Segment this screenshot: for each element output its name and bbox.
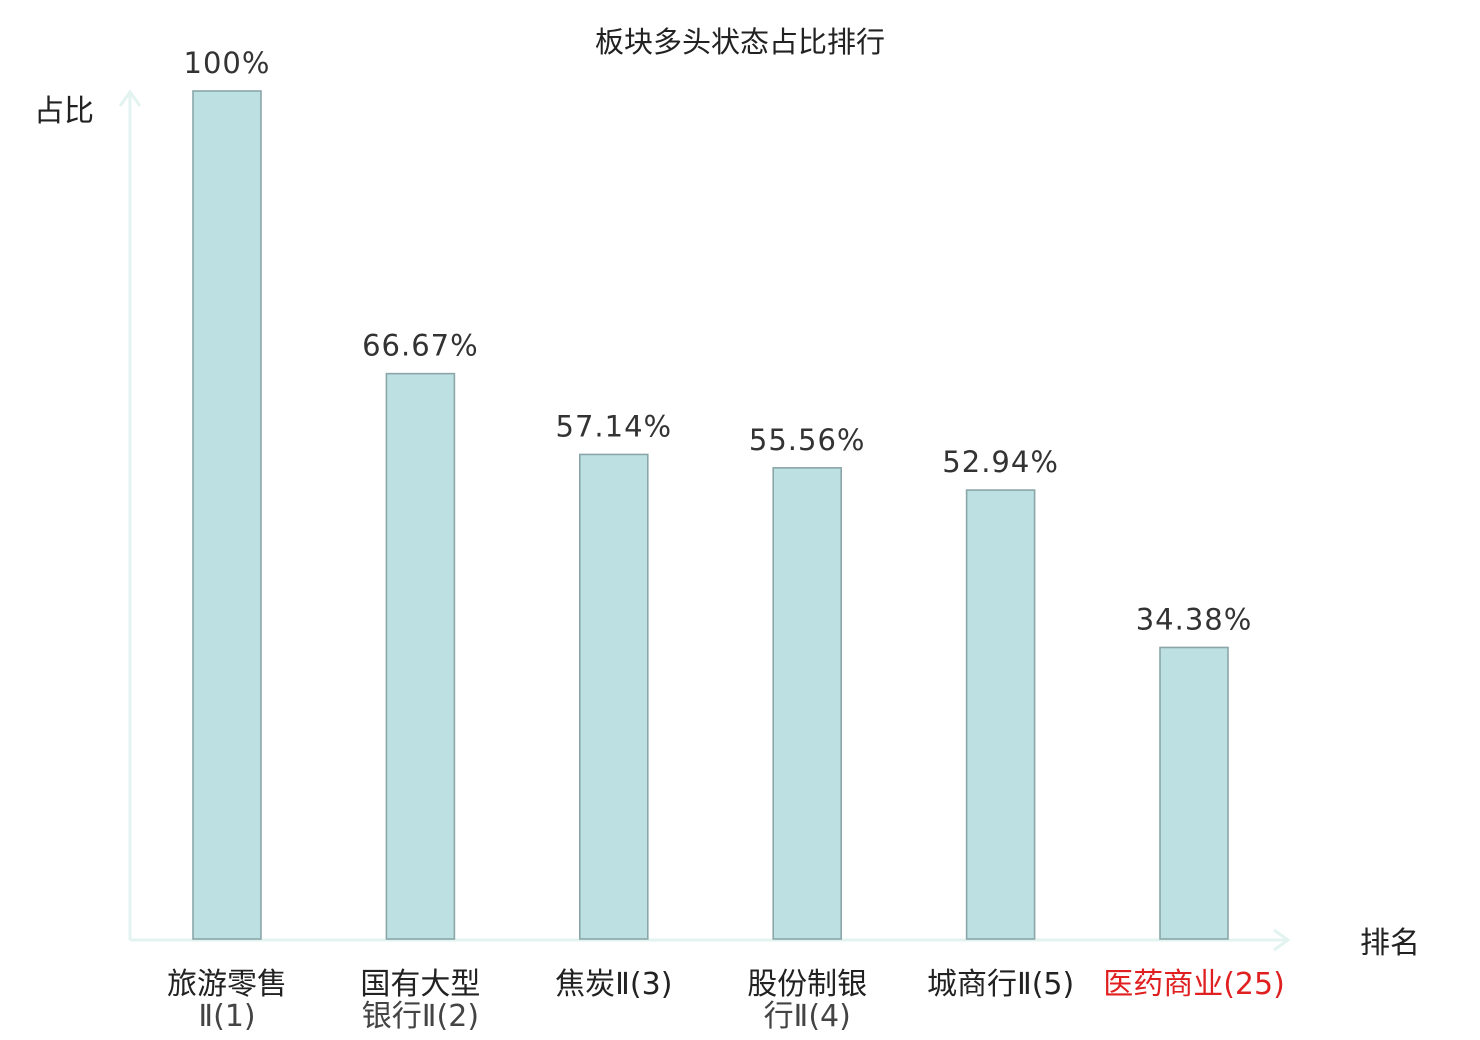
y-axis-label: 占比 — [34, 94, 94, 129]
bar — [385, 372, 456, 940]
data-label: 52.94% — [942, 445, 1059, 479]
x-tick-label: 城商行Ⅱ(5) — [927, 967, 1074, 1002]
data-label: 100% — [184, 46, 271, 80]
x-tick-label: 焦炭Ⅱ(3) — [555, 967, 672, 1002]
x-tick-label: 国有大型银行Ⅱ(2) — [360, 967, 480, 1034]
bar — [578, 453, 649, 940]
data-label: 66.67% — [362, 329, 479, 363]
x-tick-label: 医药商业(25) — [1103, 967, 1285, 1002]
x-tick-label: 股份制银行Ⅱ(4) — [747, 967, 867, 1034]
bar — [965, 489, 1036, 940]
category-labels: 旅游零售 Ⅱ(1) 国有大型银行Ⅱ(2) 焦炭Ⅱ(3) 股份制银行Ⅱ(4) 城商行Ⅱ(5)… — [167, 967, 1285, 1034]
bar — [1159, 646, 1229, 940]
data-label: 34.38% — [1136, 602, 1253, 636]
chart-title: 板块多头状态占比排行 — [595, 25, 885, 59]
bar-series — [192, 90, 1229, 940]
value-labels: 100% 66.67% 57.14% 55.56% 52.94% 34.38% — [184, 46, 1253, 636]
x-axis-label: 排名 — [1360, 926, 1420, 961]
bar — [192, 90, 262, 940]
data-label: 57.14% — [556, 409, 673, 443]
bar — [772, 467, 843, 940]
x-tick-label: 旅游零售 Ⅱ(1) — [167, 967, 287, 1034]
x-axis — [130, 928, 1291, 952]
y-axis — [118, 89, 142, 940]
data-label: 55.56% — [749, 423, 866, 457]
